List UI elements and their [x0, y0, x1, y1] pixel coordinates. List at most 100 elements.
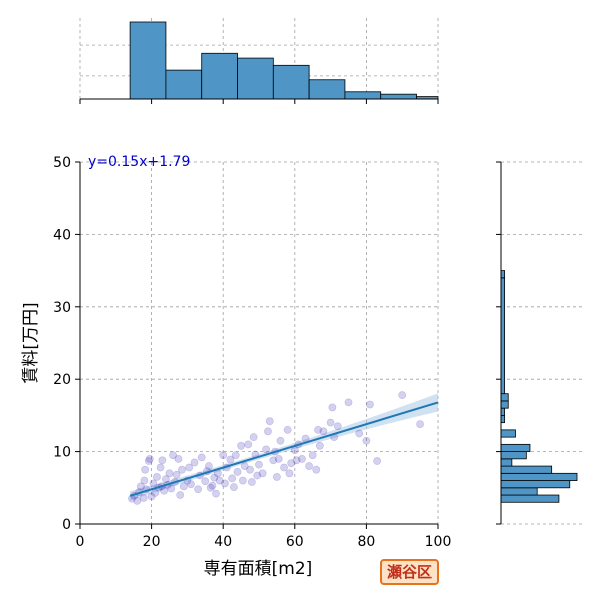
scatter-point — [139, 494, 148, 502]
right-hist-bar — [500, 458, 513, 467]
scatter-point — [272, 473, 281, 481]
top-marginal-histogram — [79, 18, 439, 104]
top-hist-bar — [344, 91, 382, 100]
top-hist-bar — [308, 79, 346, 100]
scatter-point — [244, 440, 253, 449]
right-hist-bar — [500, 451, 527, 460]
scatter-point — [145, 454, 154, 463]
scatter-point — [226, 455, 235, 464]
scatter-point — [366, 400, 374, 409]
scatter-point — [221, 479, 229, 488]
x-tick-label: 80 — [357, 534, 375, 550]
scatter-point — [269, 456, 278, 465]
scatter-point — [305, 462, 314, 470]
scatter-point — [228, 474, 237, 483]
scatter-point — [165, 469, 174, 478]
scatter-point — [237, 441, 245, 450]
regression-equation: y=0.15x+1.79 — [88, 154, 190, 170]
scatter-point — [262, 445, 271, 454]
scatter-point — [158, 456, 167, 465]
confidence-band — [130, 393, 438, 501]
scatter-point — [308, 451, 317, 460]
scatter-point — [215, 476, 224, 485]
scatter-point — [355, 429, 364, 438]
regression-line — [129, 401, 439, 497]
scatter-point — [328, 403, 337, 412]
scatter-point — [156, 463, 165, 472]
scatter-point — [274, 454, 283, 463]
scatter-point — [194, 485, 203, 494]
scatter-point — [201, 477, 210, 486]
scatter-point — [319, 427, 328, 436]
scatter-point — [315, 441, 324, 450]
scatter-point — [362, 436, 371, 445]
scatter-point — [280, 463, 288, 472]
scatter-point — [398, 391, 407, 400]
scatter-point — [169, 451, 177, 460]
top-hist-bar — [272, 64, 310, 100]
x-tick-label: 20 — [143, 534, 161, 550]
right-hist-bar — [500, 393, 509, 402]
scatter-point — [292, 456, 301, 465]
scatter-point — [219, 451, 228, 460]
scatter-point — [210, 473, 219, 482]
scatter-point — [265, 417, 274, 426]
scatter-point — [314, 425, 322, 434]
right-hist-bar — [500, 414, 506, 424]
right-hist-bar — [500, 480, 571, 489]
right-hist-bar — [500, 407, 506, 416]
y-axis-label: 賃料[万円] — [21, 302, 41, 383]
scatter-point — [140, 476, 149, 485]
scatter-point — [246, 465, 254, 474]
y-tick-label: 20 — [53, 372, 71, 388]
scatter-points — [128, 391, 424, 505]
scatter-point — [416, 420, 424, 428]
scatter-point — [373, 457, 382, 465]
scatter-point — [179, 482, 188, 491]
right-hist-bar — [500, 443, 531, 452]
scatter-point — [172, 470, 181, 479]
scatter-point — [208, 481, 217, 490]
scatter-point — [174, 454, 183, 463]
top-hist-bar — [380, 93, 417, 100]
scatter-point — [147, 492, 156, 501]
scatter-point — [167, 484, 176, 493]
scatter-point — [133, 496, 142, 505]
y-tick-label: 30 — [53, 300, 71, 316]
axes: 0 20 40 60 80 100 0 10 20 30 40 50 — [53, 155, 451, 550]
scatter-point — [178, 465, 186, 474]
top-hist-bar — [237, 57, 274, 100]
scatter-point — [141, 465, 150, 474]
scatter-point — [264, 427, 272, 436]
right-hist-bar — [500, 400, 509, 409]
scatter-point — [333, 422, 342, 431]
y-tick-label: 0 — [62, 517, 71, 533]
y-tick-label: 10 — [53, 445, 71, 461]
scatter-point — [249, 433, 258, 442]
scatter-point — [285, 469, 294, 478]
scatter-point — [240, 462, 249, 470]
scatter-point — [230, 483, 238, 491]
scatter-point — [204, 462, 213, 470]
right-hist-bar — [500, 277, 506, 395]
scatter-point — [153, 473, 161, 481]
scatter-point — [136, 482, 145, 491]
scatter-point — [187, 480, 195, 489]
scatter-point — [276, 436, 285, 445]
scatter-point — [287, 459, 296, 468]
scatter-point — [298, 454, 306, 463]
right-hist-bar — [500, 465, 553, 474]
confidence-band-group — [130, 393, 438, 501]
x-tick-label: 100 — [425, 534, 452, 550]
scatter-point — [231, 451, 240, 460]
x-tick-label: 0 — [76, 534, 85, 550]
scatter-point — [283, 425, 292, 434]
x-tick-label: 40 — [214, 534, 232, 550]
scatter-point — [197, 453, 206, 462]
grid — [79, 161, 439, 525]
scatter-point — [162, 475, 170, 484]
scatter-point — [253, 471, 262, 480]
right-hist-bar — [500, 487, 538, 496]
scatter-point — [326, 418, 335, 427]
